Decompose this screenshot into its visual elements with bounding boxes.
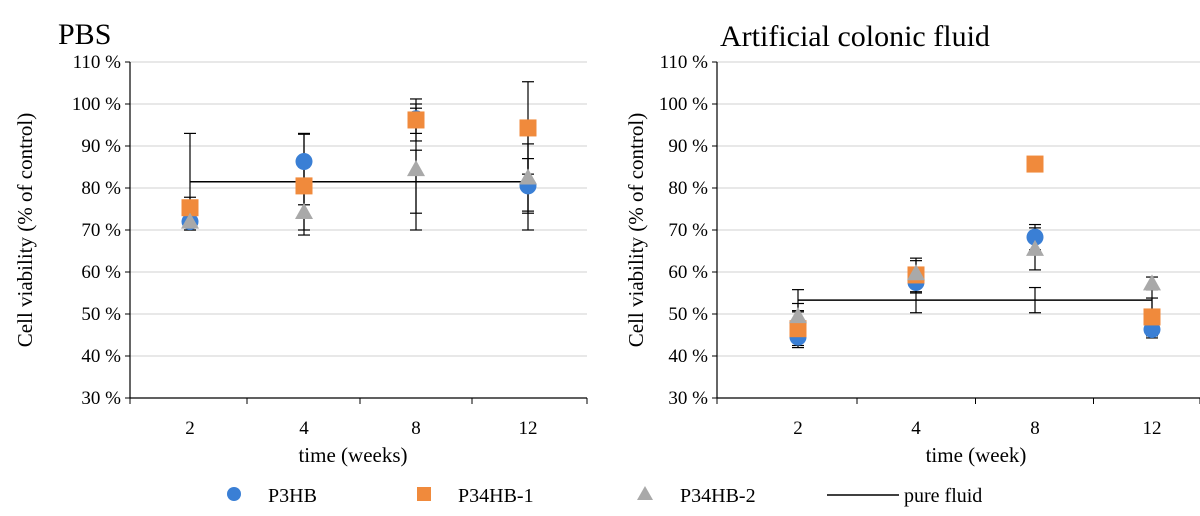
point-p34hb-2 bbox=[519, 168, 537, 185]
x-tick-label: 12 bbox=[1143, 418, 1162, 439]
legend-label: pure fluid bbox=[904, 485, 982, 507]
legend-label: P34HB-1 bbox=[458, 485, 534, 507]
y-axis-label: Cell viability (% of control) bbox=[13, 113, 37, 347]
legend-marker bbox=[637, 486, 653, 500]
point-p34hb-2 bbox=[295, 202, 313, 219]
point-p34hb-2 bbox=[1026, 239, 1044, 256]
chart-title: Artificial colonic fluid bbox=[720, 20, 990, 53]
x-tick-label: 2 bbox=[185, 418, 195, 439]
legend-label: P3HB bbox=[268, 485, 317, 507]
legend: P3HB P34HB-1 P34HB-2 pure fluid bbox=[227, 485, 982, 507]
point-p34hb-2 bbox=[1143, 274, 1161, 291]
panel-pbs: 30 % 40 % 50 % 60 % 70 % 80 % 90 % 100 % 110 % 2 4… bbox=[13, 18, 588, 467]
point-p3hb bbox=[1026, 228, 1044, 246]
y-tick-label: 60 % bbox=[668, 262, 708, 283]
point-p34hb-2 bbox=[181, 212, 199, 229]
y-tick-label: 30 % bbox=[81, 388, 121, 409]
y-tick-label: 30 % bbox=[668, 388, 708, 409]
panel-colonic-fluid: 30 % 40 % 50 % 60 % 70 % 80 % 90 % 100 % 110 % 2 4… bbox=[624, 20, 1200, 467]
point-p34hb-1 bbox=[181, 199, 199, 217]
x-tick-label: 2 bbox=[793, 418, 803, 439]
point-p34hb-1 bbox=[1026, 155, 1044, 173]
legend-label: P34HB-2 bbox=[680, 485, 756, 507]
legend-item-p3hb: P3HB bbox=[227, 485, 317, 507]
chart-title: PBS bbox=[58, 18, 111, 51]
y-tick-label: 70 % bbox=[81, 220, 121, 241]
y-tick-label: 40 % bbox=[668, 346, 708, 367]
y-tick-label: 110 % bbox=[660, 52, 709, 73]
y-tick-label: 110 % bbox=[73, 52, 122, 73]
y-tick-label: 100 % bbox=[72, 94, 121, 115]
x-tick-label: 4 bbox=[911, 418, 921, 439]
point-p34hb-1 bbox=[789, 320, 807, 338]
x-tick-label: 8 bbox=[1030, 418, 1040, 439]
legend-item-p34hb-2: P34HB-2 bbox=[637, 485, 756, 507]
point-p34hb-2 bbox=[907, 264, 925, 281]
y-tick-label: 80 % bbox=[81, 178, 121, 199]
pure-fluid-error-bar bbox=[1029, 286, 1041, 314]
y-tick-label: 40 % bbox=[81, 346, 121, 367]
point-p34hb-1 bbox=[519, 119, 537, 137]
y-tick-label: 100 % bbox=[659, 94, 708, 115]
y-tick-label: 70 % bbox=[668, 220, 708, 241]
x-axis-label: time (weeks) bbox=[298, 443, 407, 467]
legend-marker bbox=[417, 487, 431, 501]
point-p34hb-1 bbox=[295, 177, 313, 195]
y-tick-label: 90 % bbox=[81, 136, 121, 157]
point-p34hb-1 bbox=[1143, 308, 1161, 326]
y-tick-label: 50 % bbox=[81, 304, 121, 325]
x-tick-label: 12 bbox=[519, 418, 538, 439]
y-tick-label: 80 % bbox=[668, 178, 708, 199]
point-p34hb-2 bbox=[407, 160, 425, 177]
legend-item-p34hb-1: P34HB-1 bbox=[417, 485, 534, 507]
y-tick-label: 90 % bbox=[668, 136, 708, 157]
x-tick-label: 8 bbox=[411, 418, 421, 439]
y-tick-label: 60 % bbox=[81, 262, 121, 283]
point-p34hb-2 bbox=[789, 307, 807, 324]
point-p34hb-1 bbox=[407, 111, 425, 129]
y-axis-label: Cell viability (% of control) bbox=[624, 113, 648, 347]
y-tick-label: 50 % bbox=[668, 304, 708, 325]
legend-item-pure-fluid: pure fluid bbox=[827, 485, 982, 507]
point-p3hb bbox=[295, 153, 313, 171]
legend-marker bbox=[227, 487, 241, 501]
x-tick-label: 4 bbox=[299, 418, 309, 439]
x-axis-label: time (week) bbox=[926, 443, 1027, 467]
